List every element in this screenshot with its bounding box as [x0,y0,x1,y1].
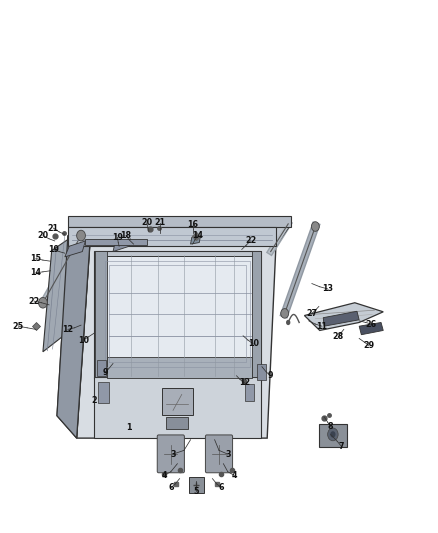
Circle shape [328,428,338,441]
Polygon shape [113,239,131,252]
Polygon shape [68,227,276,246]
Text: 22: 22 [28,297,40,305]
Text: 16: 16 [187,221,198,229]
Polygon shape [65,241,85,257]
FancyBboxPatch shape [245,384,254,401]
Text: 4: 4 [162,471,167,480]
Circle shape [286,320,290,325]
Text: 28: 28 [332,333,344,341]
Text: 7: 7 [339,442,344,451]
Text: 11: 11 [316,322,328,330]
Polygon shape [57,236,90,438]
Text: 6: 6 [219,483,224,492]
Text: 15: 15 [30,254,42,263]
Text: 14: 14 [192,231,204,240]
Text: 13: 13 [322,285,333,293]
Polygon shape [189,477,204,493]
Text: 10: 10 [78,336,89,344]
Polygon shape [162,388,193,415]
Text: 3: 3 [225,450,230,458]
Polygon shape [57,236,90,438]
Polygon shape [166,417,188,429]
FancyBboxPatch shape [157,435,184,473]
Polygon shape [252,251,261,377]
Polygon shape [90,224,291,245]
Polygon shape [101,256,254,372]
Polygon shape [94,251,261,378]
Polygon shape [94,377,261,438]
Text: 21: 21 [154,219,166,227]
FancyBboxPatch shape [257,364,266,380]
Text: 9: 9 [268,372,273,380]
Text: 1: 1 [127,423,132,432]
Polygon shape [323,311,359,326]
Polygon shape [359,322,383,335]
Text: 12: 12 [62,325,74,334]
Text: 4: 4 [232,471,237,480]
Polygon shape [77,245,276,438]
Text: 20: 20 [37,231,49,240]
Polygon shape [85,239,147,245]
Text: 21: 21 [48,224,59,232]
FancyBboxPatch shape [205,435,233,473]
Circle shape [311,222,319,231]
Text: 29: 29 [363,341,374,350]
FancyBboxPatch shape [97,360,106,376]
Circle shape [281,309,289,318]
Text: 5: 5 [194,487,199,496]
Text: 2: 2 [92,397,97,405]
Text: 18: 18 [120,231,132,240]
Text: 25: 25 [13,322,24,330]
Text: 12: 12 [239,378,250,387]
Polygon shape [43,236,74,352]
Text: 14: 14 [30,269,42,277]
Polygon shape [95,251,107,377]
Text: 22: 22 [245,237,256,245]
Text: 6: 6 [168,483,173,492]
Polygon shape [68,216,291,227]
FancyBboxPatch shape [98,382,109,403]
Polygon shape [319,424,347,447]
Polygon shape [191,236,201,244]
Polygon shape [304,303,383,330]
Text: 19: 19 [112,233,123,241]
Text: 27: 27 [306,309,318,318]
Polygon shape [107,357,252,378]
Text: 9: 9 [102,368,108,376]
Text: 10: 10 [247,340,259,348]
Circle shape [39,297,47,308]
Text: 26: 26 [366,320,377,328]
Text: 19: 19 [48,245,59,254]
Circle shape [330,431,336,438]
Text: 20: 20 [141,219,152,227]
Text: 3: 3 [170,450,176,458]
Text: 8: 8 [328,422,333,431]
Circle shape [77,230,85,241]
